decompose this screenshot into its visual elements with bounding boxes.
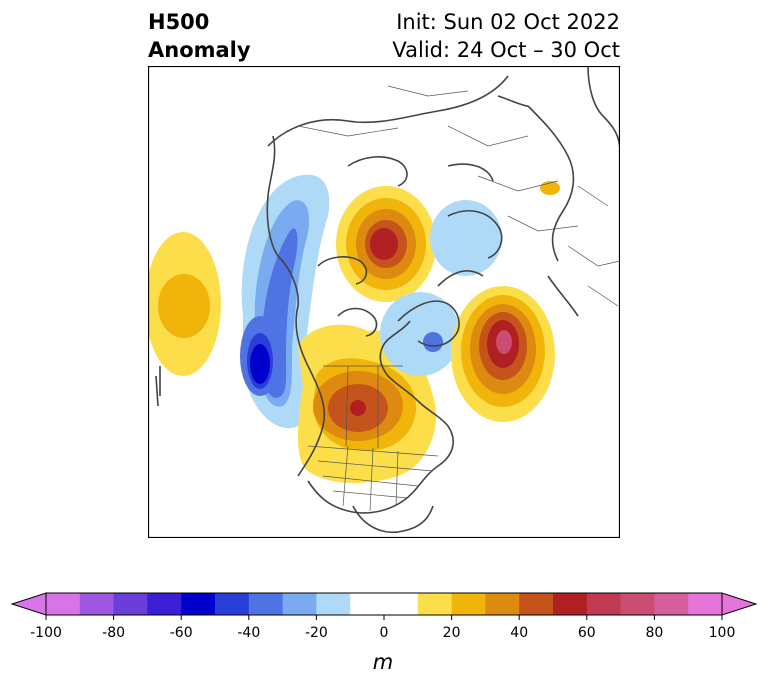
title-init: Init: Sun 02 Oct 2022: [396, 10, 620, 34]
colorbar-unit-label: m: [373, 650, 393, 674]
colorbar-swatch: [79, 593, 115, 615]
anomaly-fill-layer: [148, 174, 560, 483]
anomaly-west-coast-negative: [240, 174, 330, 429]
colorbar-swatch: [147, 593, 182, 615]
colorbar-tick-label: -100: [30, 625, 62, 641]
colorbar-tick-label: -40: [237, 625, 260, 641]
colorbar-swatch: [350, 593, 419, 615]
colorbar-swatch: [248, 593, 284, 615]
colorbar-swatch: [417, 593, 453, 615]
chart-title-right: Init: Sun 02 Oct 2022 Valid: 24 Oct – 30…: [392, 8, 620, 64]
colorbar-tick-label: -80: [102, 625, 125, 641]
colorbar-extend-high: [721, 592, 758, 616]
colorbar-swatches: [10, 592, 758, 616]
colorbar-swatch: [519, 593, 554, 615]
colorbar-tick-label: -20: [305, 625, 328, 641]
colorbar-tick-label: 100: [709, 625, 736, 641]
colorbar-swatch: [282, 593, 317, 615]
colorbar-swatch: [586, 593, 622, 615]
colorbar-swatch: [113, 593, 148, 615]
anomaly-siberia-negative: [430, 200, 502, 276]
colorbar-swatch: [181, 593, 216, 615]
colorbar-swatch: [654, 593, 689, 615]
colorbar-swatch: [688, 593, 723, 615]
colorbar-tick-label: 0: [380, 625, 389, 641]
anomaly-greenland-negative: [380, 292, 460, 376]
colorbar-swatch: [215, 593, 250, 615]
colorbar: -100 -80 -60 -40 -20 0 20 40 60 80 100 m: [0, 585, 768, 684]
colorbar-swatch: [451, 593, 486, 615]
chart-title-left: H500 Anomaly: [148, 8, 251, 64]
colorbar-tick-label: 40: [510, 625, 528, 641]
colorbar-tick-label: 60: [578, 625, 596, 641]
anomaly-arctic-positive: [336, 186, 436, 302]
colorbar-tick-label: 80: [645, 625, 663, 641]
anomaly-pacific-positive: [148, 232, 221, 376]
anomaly-atlantic-positive: [451, 286, 555, 422]
title-variable: H500: [148, 10, 210, 34]
title-type: Anomaly: [148, 38, 251, 62]
colorbar-swatch: [46, 593, 81, 615]
map-svg: [148, 66, 620, 538]
colorbar-ticks: -100 -80 -60 -40 -20 0 20 40 60 80 100: [30, 615, 735, 641]
colorbar-tick-label: -60: [170, 625, 193, 641]
political-borders-layer: [297, 85, 620, 512]
colorbar-swatch: [316, 593, 351, 615]
coastline-layer: [155, 66, 620, 533]
colorbar-tick-label: 20: [443, 625, 461, 641]
colorbar-svg: -100 -80 -60 -40 -20 0 20 40 60 80 100 m: [10, 592, 758, 674]
colorbar-extend-low: [10, 592, 47, 616]
colorbar-swatch: [553, 593, 588, 615]
colorbar-swatch: [485, 593, 520, 615]
colorbar-swatch: [620, 593, 655, 615]
map-border: [148, 66, 620, 538]
anomaly-map: [148, 66, 620, 538]
anomaly-central-na-positive: [298, 324, 437, 483]
title-valid: Valid: 24 Oct – 30 Oct: [392, 38, 620, 62]
